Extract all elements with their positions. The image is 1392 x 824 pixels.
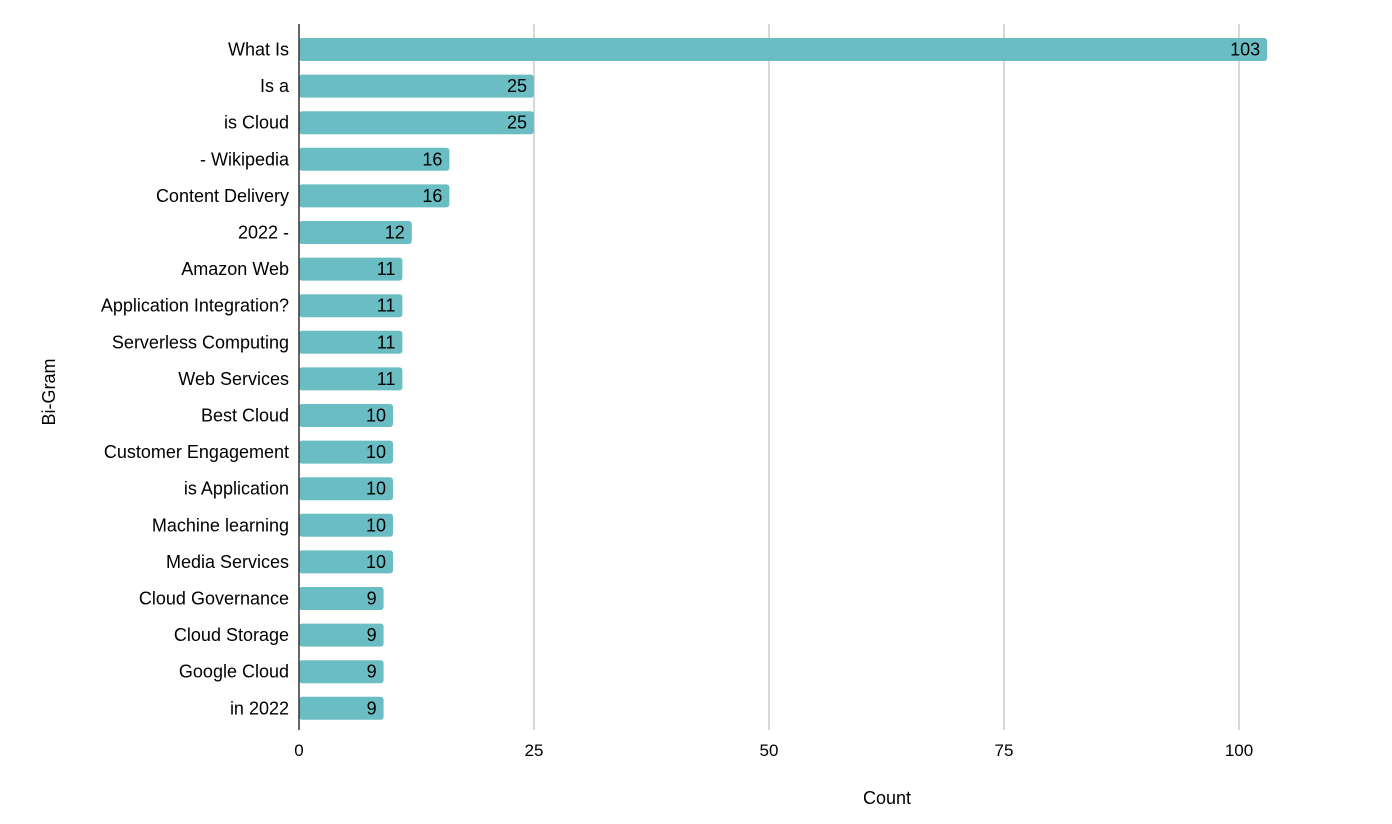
- bar-value-label: 11: [377, 369, 396, 389]
- bar: [299, 257, 403, 281]
- x-tick-label: 25: [525, 741, 544, 760]
- category-label: Customer Engagement: [104, 442, 289, 462]
- category-label: Google Cloud: [179, 662, 289, 682]
- category-label: Best Cloud: [201, 406, 289, 426]
- bar-value-label: 103: [1230, 40, 1260, 60]
- bar: [299, 513, 393, 537]
- y-axis-title: Bi-Gram: [39, 359, 59, 426]
- category-label: - Wikipedia: [200, 149, 290, 169]
- category-label: Application Integration?: [101, 296, 289, 316]
- bar: [299, 184, 450, 208]
- x-tick-label: 75: [995, 741, 1014, 760]
- category-label: Media Services: [166, 552, 289, 572]
- bar: [299, 221, 412, 244]
- bar: [299, 294, 403, 318]
- bar: [299, 38, 1268, 61]
- bar: [299, 623, 384, 647]
- category-label: is Application: [184, 479, 289, 499]
- bar-value-label: 10: [366, 442, 386, 462]
- bar: [299, 477, 393, 501]
- x-tick-label: 0: [294, 741, 303, 760]
- x-axis-title: Count: [863, 788, 911, 808]
- bar-value-label: 11: [377, 332, 396, 352]
- bar: [299, 147, 450, 171]
- category-label: Cloud Storage: [174, 625, 289, 645]
- bar-value-label: 10: [366, 406, 386, 426]
- grid-layer: [533, 24, 1240, 730]
- category-label: 2022 -: [238, 223, 289, 243]
- x-axis-ticks: 0 25 50 75 100: [294, 741, 1253, 760]
- category-label: Cloud Governance: [139, 589, 289, 609]
- bar-value-label: 9: [367, 589, 377, 609]
- category-label: Web Services: [178, 369, 289, 389]
- bar: [299, 74, 534, 98]
- bar: [299, 660, 384, 684]
- bar-value-label: 25: [507, 113, 527, 133]
- bar-value-label: 10: [366, 479, 386, 499]
- bar: [299, 550, 393, 574]
- bar: [299, 404, 393, 427]
- bar: [299, 111, 534, 135]
- bar-value-label: 16: [422, 149, 442, 169]
- bar-value-label: 16: [422, 186, 442, 206]
- category-label: What Is: [228, 40, 289, 60]
- bar: [299, 330, 403, 354]
- category-label: Content Delivery: [156, 186, 289, 206]
- bar-value-label: 9: [367, 625, 377, 645]
- bar-value-label: 12: [385, 223, 405, 243]
- category-label: Serverless Computing: [112, 332, 289, 352]
- bar-value-label: 11: [377, 259, 396, 279]
- bar: [299, 696, 384, 720]
- bar: [299, 587, 384, 610]
- category-label: Amazon Web: [181, 259, 289, 279]
- category-labels: What Is Is a is Cloud - Wikipedia Content De…: [101, 40, 290, 719]
- bar-value-label: 9: [367, 662, 377, 682]
- category-label: in 2022: [230, 698, 289, 718]
- category-label: Is a: [260, 76, 290, 96]
- bar: [299, 440, 393, 464]
- bar-value-label: 10: [366, 552, 386, 572]
- bar-value-label: 11: [377, 296, 396, 316]
- bars-layer: 103 25 25 16 16 12 11 11 11 11 10 10 10 10 10 9 9 9 9: [299, 38, 1268, 720]
- category-label: is Cloud: [224, 113, 289, 133]
- bar: [299, 367, 403, 391]
- bar-value-label: 9: [367, 698, 377, 718]
- category-label: Machine learning: [152, 515, 289, 535]
- x-tick-label: 100: [1225, 741, 1253, 760]
- bar-value-label: 25: [507, 76, 527, 96]
- bar-value-label: 10: [366, 515, 386, 535]
- x-tick-label: 50: [760, 741, 779, 760]
